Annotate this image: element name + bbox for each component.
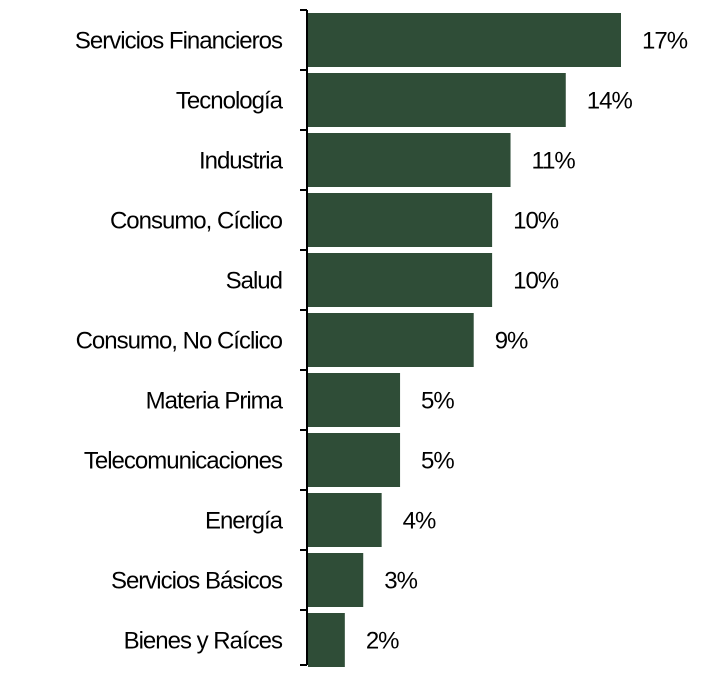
bar [308,493,382,547]
category-label: Consumo, Cíclico [110,207,283,234]
value-label: 17% [642,27,688,54]
category-label: Energía [205,507,284,534]
bar [308,253,493,307]
category-label: Bienes y Raíces [124,627,283,654]
bar [308,73,566,127]
category-label: Materia Prima [146,387,284,414]
bar [308,613,345,667]
value-label: 14% [587,87,633,114]
category-label: Industria [199,147,284,174]
bar [308,193,493,247]
value-label: 10% [513,207,559,234]
bar [308,313,474,367]
value-label: 11% [532,147,576,174]
value-label: 9% [495,327,528,354]
category-label: Servicios Básicos [111,567,283,594]
bar [308,13,621,67]
value-label: 2% [366,627,399,654]
bar [308,433,401,487]
bar [308,133,511,187]
category-label: Tecnología [176,87,284,114]
bar [308,373,401,427]
value-label: 5% [421,387,454,414]
category-label: Consumo, No Cíclico [76,327,283,354]
category-label: Servicios Financieros [75,27,283,54]
value-label: 10% [513,267,559,294]
bar [308,553,364,607]
value-label: 4% [403,507,436,534]
value-label: 5% [421,447,454,474]
category-label: Salud [226,267,282,294]
category-label: Telecomunicaciones [84,447,283,474]
value-label: 3% [384,567,417,594]
